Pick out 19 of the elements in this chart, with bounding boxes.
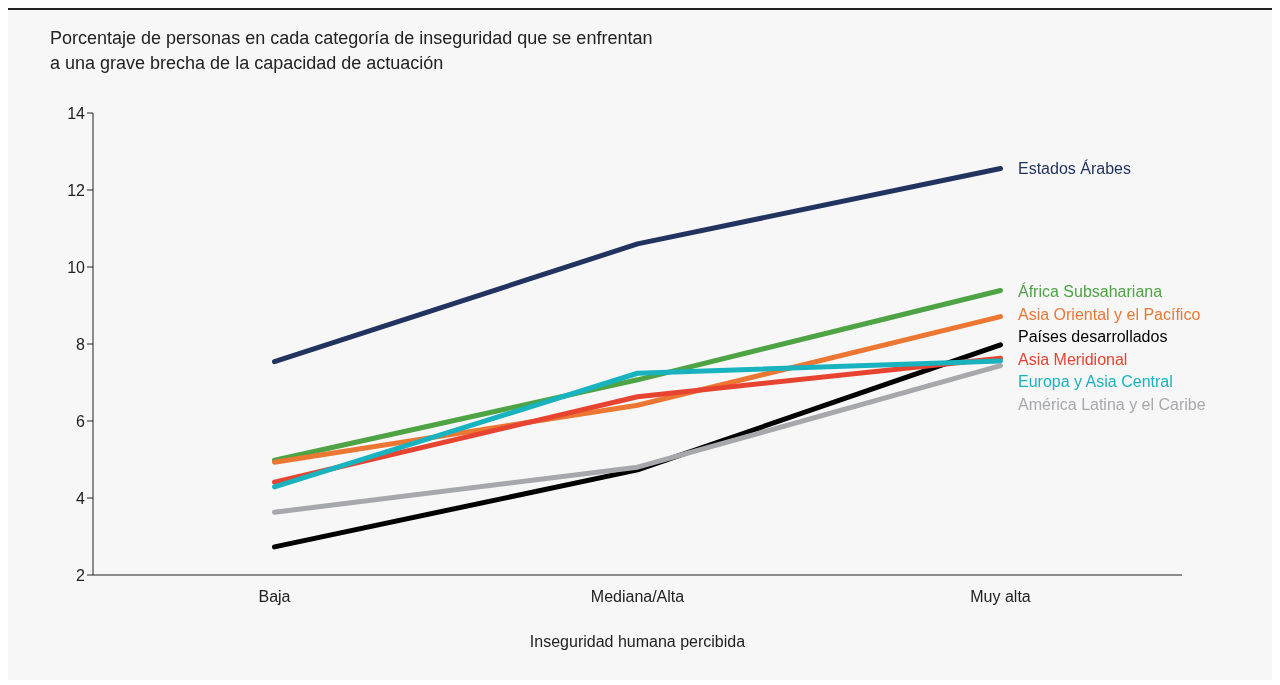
x-tick-label: Muy alta [970,588,1031,606]
x-tick-label: Mediana/Alta [590,588,685,606]
text: América Latina y el Caribe [1018,395,1206,413]
x-axis-title: Inseguridad humana percibida [529,633,746,650]
series-label: Asia Meridional [1018,350,1128,368]
series-label: Países desarrollados [1018,328,1168,345]
y-tick-label: 2 [76,566,86,584]
series-label: Europa y Asia Central [1018,373,1173,390]
series-label: Asia Oriental y el Pacífico [1018,305,1201,323]
series-label: África Subsahariana [1018,282,1163,300]
series-label: Estados Árabes [1018,159,1131,178]
y-tick-label: 4 [76,489,86,507]
y-tick-label: 12 [67,181,86,199]
y-tick-label: 14 [67,104,86,122]
y-tick-label: 10 [67,258,86,276]
y-tick-label: 8 [76,335,86,353]
x-tick-label: Baja [258,588,291,606]
chart-title: Porcentaje de personas en cada categoría de inseguridad que se enfrentan a una grave brecha de la capacidad de actuación [50,27,654,75]
y-tick-label: 6 [76,412,86,430]
